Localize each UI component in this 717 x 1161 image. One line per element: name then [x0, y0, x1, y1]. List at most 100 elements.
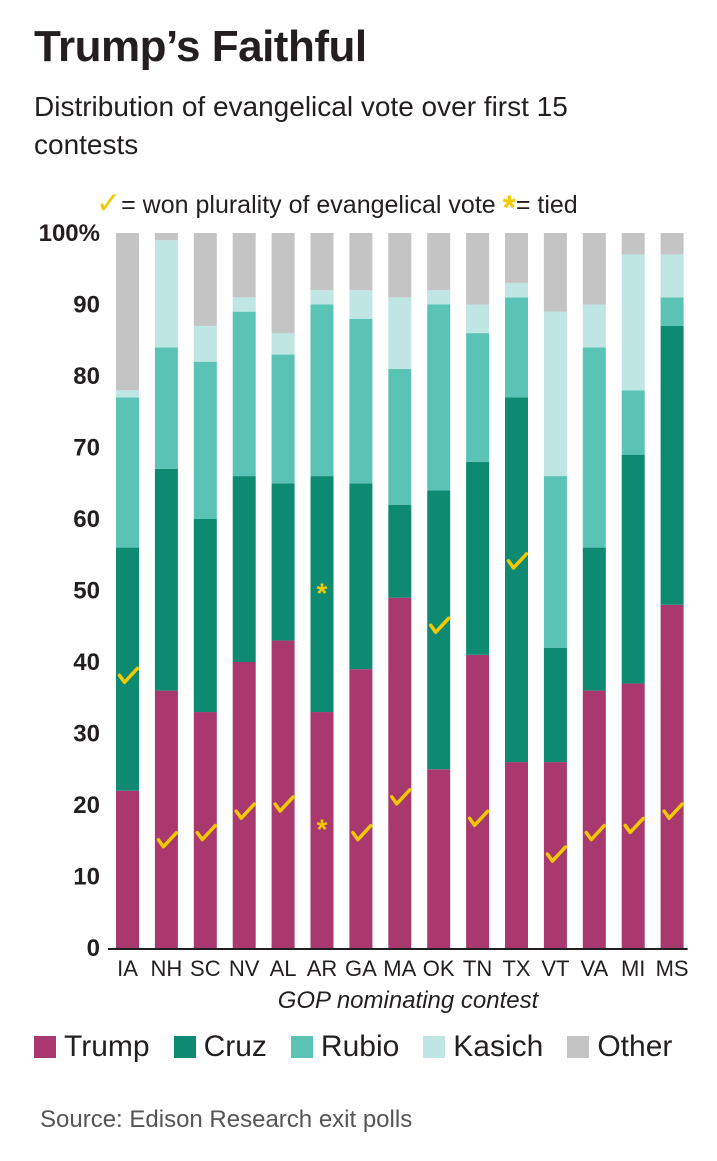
- bar-segment-other-sc: [193, 233, 217, 326]
- plurality-check-marker: [351, 823, 373, 842]
- plurality-check-marker: [117, 666, 140, 685]
- bar-segment-rubio-ok: [427, 304, 451, 491]
- bar-segment-cruz-ia: [116, 547, 139, 791]
- bar-segment-cruz-mi: [621, 454, 645, 684]
- bar-segment-other-tx: [505, 233, 528, 284]
- legend-swatch-trump: [34, 1036, 56, 1058]
- x-tick-label: MA: [383, 956, 416, 981]
- chart-title: Trump’s Faithful: [34, 22, 367, 71]
- bar-segment-cruz-nv: [232, 476, 256, 662]
- bar-segment-rubio-ar: [310, 304, 334, 477]
- bar-segment-kasich-va: [582, 304, 606, 348]
- bar-segment-other-ma: [388, 233, 412, 298]
- bar-segment-other-ia: [116, 233, 139, 391]
- bar-segment-rubio-sc: [193, 361, 217, 519]
- bar-segment-trump-nv: [232, 662, 256, 948]
- bar-segment-other-al: [271, 233, 295, 334]
- x-tick-label: AL: [270, 956, 297, 981]
- plurality-check-marker: [234, 802, 256, 820]
- x-tick-label: TX: [502, 956, 530, 981]
- legend-item-trump: Trump: [34, 1030, 150, 1064]
- x-tick-label: SC: [190, 956, 221, 981]
- bar-segment-rubio-tx: [505, 297, 528, 398]
- plurality-check-marker: [545, 845, 568, 863]
- legend-item-rubio: Rubio: [290, 1030, 400, 1064]
- bar-segment-rubio-va: [582, 347, 606, 548]
- bar-segment-trump-tn: [466, 654, 490, 948]
- plurality-check-marker: [467, 809, 490, 828]
- bar-segment-other-nh: [154, 233, 178, 241]
- legend-label-rubio: Rubio: [320, 1030, 400, 1063]
- bar-segment-cruz-vt: [543, 647, 567, 763]
- x-tick-label: VA: [580, 956, 608, 981]
- bar-segment-kasich-al: [271, 333, 295, 355]
- legend-item-kasich: Kasich: [423, 1030, 543, 1064]
- legend-label-other: Other: [597, 1030, 673, 1063]
- asterisk-icon: *: [502, 189, 516, 227]
- bar-segment-cruz-sc: [193, 519, 217, 713]
- y-tick-label: 40: [73, 649, 100, 676]
- y-tick-label: 50: [73, 578, 100, 605]
- bar-segment-kasich-ma: [388, 297, 412, 369]
- legend-swatch-other: [567, 1036, 590, 1058]
- bar-segment-kasich-mi: [621, 254, 645, 391]
- bar-segment-trump-va: [582, 690, 606, 948]
- bar-segment-rubio-mi: [621, 390, 645, 455]
- x-tick-label: MI: [621, 956, 645, 981]
- bar-segment-other-va: [582, 233, 606, 305]
- y-tick-label: 80: [73, 363, 100, 390]
- bar-segment-rubio-nv: [232, 311, 256, 477]
- plurality-check-marker: [662, 802, 684, 820]
- y-tick-label: 100%: [39, 220, 100, 247]
- bar-segment-trump-mi: [621, 683, 645, 948]
- bar-segment-cruz-ga: [349, 483, 373, 670]
- marker-key: ✓= won plurality of evangelical vote *= …: [96, 186, 578, 228]
- y-tick-label: 0: [87, 935, 100, 962]
- bar-segment-cruz-ar: [310, 476, 334, 713]
- bar-segment-kasich-sc: [193, 325, 217, 362]
- bar-segment-cruz-ma: [388, 504, 412, 598]
- bar-segment-rubio-ma: [388, 368, 412, 505]
- plurality-check-marker: [390, 788, 412, 806]
- y-tick-label: 70: [73, 435, 100, 462]
- x-tick-label: VT: [541, 956, 569, 981]
- checkmark-icon: ✓: [96, 187, 122, 220]
- legend-label-trump: Trump: [64, 1030, 150, 1063]
- y-tick-label: 90: [73, 292, 100, 319]
- y-tick-label: 30: [73, 721, 100, 748]
- legend-item-cruz: Cruz: [173, 1030, 267, 1064]
- bar-segment-trump-tx: [505, 762, 528, 948]
- x-tick-label: OK: [423, 956, 455, 981]
- bar-segment-rubio-nh: [154, 347, 178, 469]
- x-tick-label: MS: [656, 956, 689, 981]
- legend-label-kasich: Kasich: [453, 1030, 544, 1063]
- bar-segment-kasich-vt: [543, 311, 567, 477]
- chart-subtitle: Distribution of evangelical vote over fi…: [34, 91, 568, 160]
- stacked-bar-chart: 0 10 20 30 40 50 60 70 80 90 100% IA NH SC NV AL AR GA MA O…: [39, 220, 689, 1014]
- tied-key-label: = tied: [515, 191, 578, 219]
- legend: Trump Cruz Rubio Kasich Other: [34, 1030, 696, 1064]
- y-tick-label: 10: [73, 864, 100, 891]
- bar-segment-trump-sc: [193, 712, 217, 948]
- bar-segment-trump-ar: [310, 712, 334, 948]
- bar-segment-trump-vt: [543, 762, 567, 948]
- bar-segment-rubio-al: [271, 354, 295, 484]
- bar-segment-other-ga: [349, 233, 373, 291]
- bar-segment-trump-ia: [116, 790, 139, 948]
- plurality-check-marker: [195, 823, 218, 842]
- x-tick-label: AR: [307, 956, 338, 981]
- bar-segment-rubio-vt: [543, 476, 567, 648]
- y-tick-label: 60: [73, 506, 100, 533]
- legend-swatch-cruz: [173, 1036, 196, 1058]
- bar-segment-rubio-ms: [660, 297, 684, 326]
- bar-segment-other-ms: [660, 233, 684, 255]
- x-tick-label: IA: [117, 956, 138, 981]
- plurality-check-marker: [584, 823, 607, 842]
- bar-segment-rubio-ga: [349, 318, 373, 484]
- bar-segment-kasich-ok: [427, 290, 451, 305]
- y-tick-label: 20: [73, 792, 100, 819]
- plurality-check-marker: [506, 552, 529, 570]
- bar-segment-other-ok: [427, 233, 451, 291]
- source-note: Source: Edison Research exit polls: [40, 1106, 413, 1133]
- legend-swatch-rubio: [290, 1036, 313, 1058]
